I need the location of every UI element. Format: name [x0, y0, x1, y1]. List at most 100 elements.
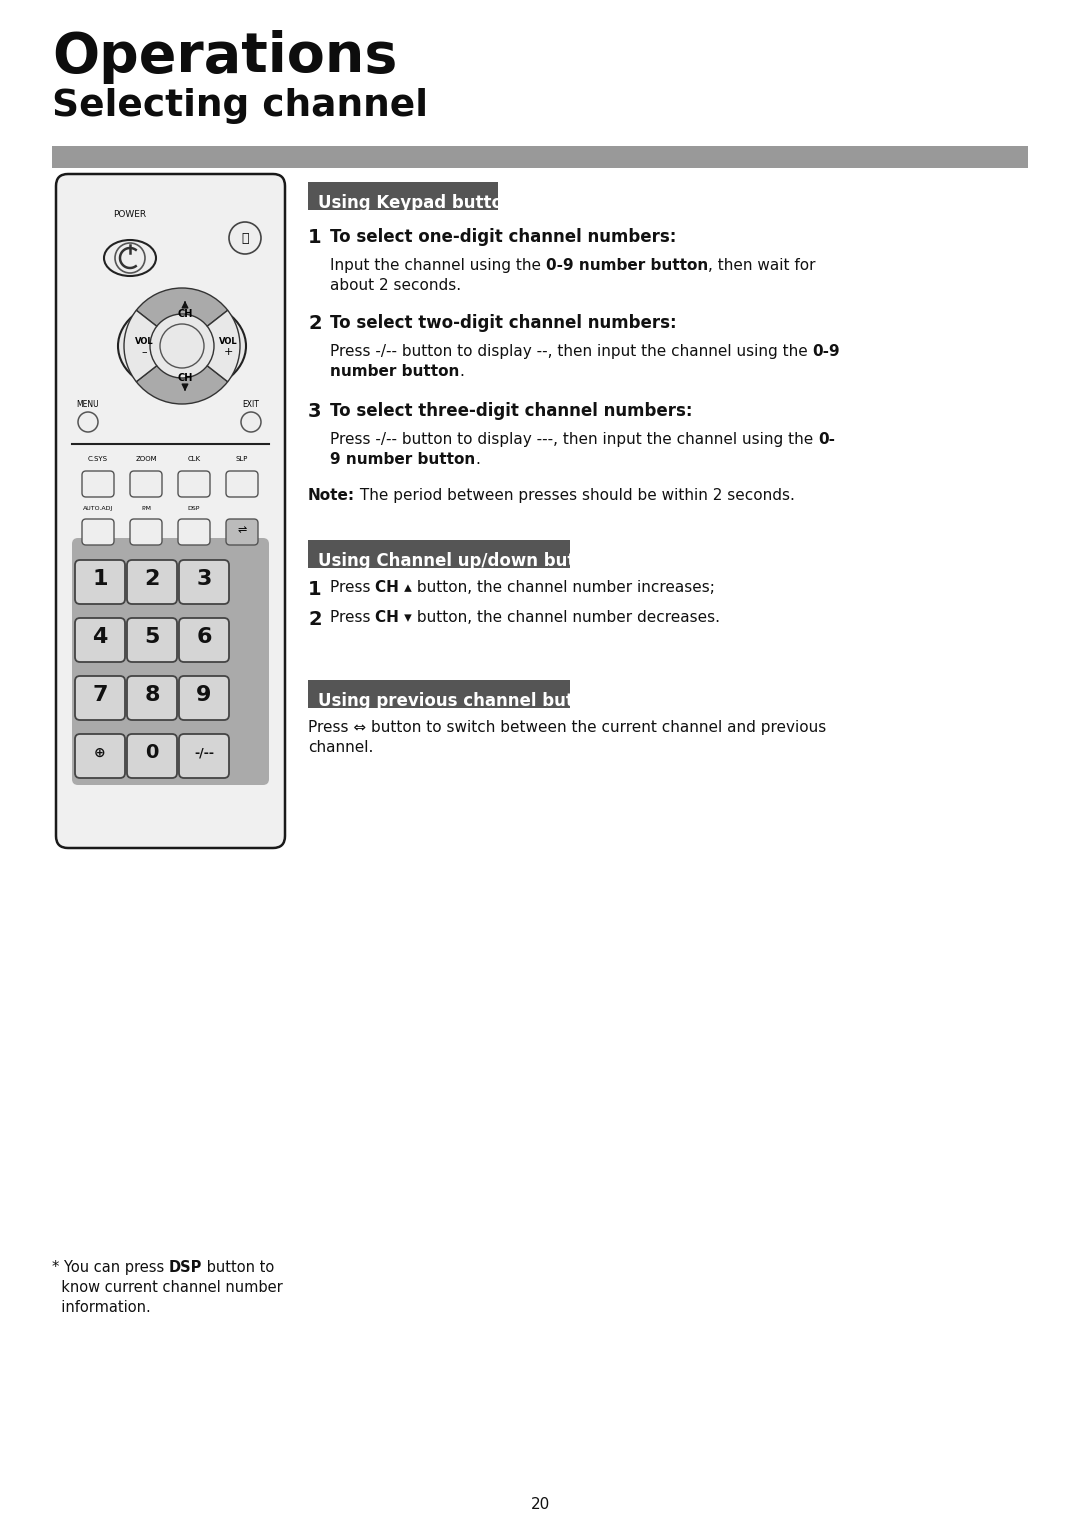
Text: CH: CH	[177, 308, 192, 319]
Wedge shape	[136, 289, 228, 327]
FancyBboxPatch shape	[179, 618, 229, 663]
Text: Press: Press	[330, 580, 376, 596]
Text: 1: 1	[92, 570, 108, 589]
Text: , then wait for: , then wait for	[708, 258, 815, 273]
Text: ZOOM: ZOOM	[135, 457, 157, 463]
FancyBboxPatch shape	[75, 676, 125, 721]
FancyBboxPatch shape	[179, 560, 229, 605]
FancyBboxPatch shape	[127, 734, 177, 777]
Text: 0-9 number button: 0-9 number button	[545, 258, 708, 273]
Text: 6: 6	[197, 628, 212, 647]
Text: 0: 0	[146, 744, 159, 762]
FancyBboxPatch shape	[82, 519, 114, 545]
Text: 1: 1	[308, 228, 322, 247]
Circle shape	[160, 324, 204, 368]
FancyBboxPatch shape	[56, 174, 285, 847]
FancyBboxPatch shape	[75, 560, 125, 605]
Text: information.: information.	[52, 1299, 151, 1315]
Text: channel.: channel.	[308, 741, 374, 754]
Text: Selecting channel: Selecting channel	[52, 89, 428, 124]
Wedge shape	[124, 310, 157, 382]
FancyBboxPatch shape	[179, 734, 229, 777]
FancyBboxPatch shape	[72, 538, 269, 785]
Text: button, the channel number increases;: button, the channel number increases;	[413, 580, 715, 596]
Text: 7: 7	[92, 686, 108, 705]
Text: * You can press: * You can press	[52, 1260, 168, 1275]
Text: POWER: POWER	[113, 211, 147, 218]
Text: CH ▴: CH ▴	[376, 580, 413, 596]
Text: –: –	[141, 347, 147, 357]
Circle shape	[78, 412, 98, 432]
Text: Press: Press	[330, 609, 376, 625]
Text: -/--: -/--	[194, 747, 214, 759]
Text: C.SYS: C.SYS	[87, 457, 108, 463]
Text: button, the channel number decreases.: button, the channel number decreases.	[413, 609, 720, 625]
Text: Operations: Operations	[52, 31, 397, 84]
Wedge shape	[207, 310, 240, 382]
Text: 2: 2	[145, 570, 160, 589]
Text: ⊕: ⊕	[94, 747, 106, 760]
FancyBboxPatch shape	[75, 618, 125, 663]
Text: Input the channel using the: Input the channel using the	[330, 258, 545, 273]
Text: 1: 1	[308, 580, 322, 599]
FancyBboxPatch shape	[308, 541, 570, 568]
FancyBboxPatch shape	[308, 680, 570, 709]
FancyBboxPatch shape	[75, 734, 125, 777]
Text: button to: button to	[202, 1260, 274, 1275]
Text: 🔇: 🔇	[241, 232, 248, 244]
FancyBboxPatch shape	[226, 519, 258, 545]
Text: ⇌: ⇌	[238, 525, 246, 534]
Text: 0-: 0-	[819, 432, 835, 447]
FancyBboxPatch shape	[127, 560, 177, 605]
Text: MENU: MENU	[77, 400, 99, 409]
Text: 0-9: 0-9	[812, 344, 840, 359]
Ellipse shape	[118, 299, 246, 392]
FancyBboxPatch shape	[130, 519, 162, 545]
Text: DSP: DSP	[168, 1260, 202, 1275]
Text: To select one-digit channel numbers:: To select one-digit channel numbers:	[330, 228, 676, 246]
Circle shape	[241, 412, 261, 432]
Text: 2: 2	[308, 315, 322, 333]
FancyBboxPatch shape	[179, 676, 229, 721]
Text: Press -/-- button to display --, then input the channel using the: Press -/-- button to display --, then in…	[330, 344, 812, 359]
Text: number button: number button	[330, 363, 459, 379]
FancyBboxPatch shape	[130, 470, 162, 496]
Text: VOL: VOL	[218, 336, 238, 345]
Text: The period between presses should be within 2 seconds.: The period between presses should be wit…	[355, 489, 795, 502]
Text: CH ▾: CH ▾	[376, 609, 413, 625]
Text: 20: 20	[530, 1496, 550, 1512]
Text: Using Keypad buttons: Using Keypad buttons	[318, 194, 525, 212]
FancyBboxPatch shape	[178, 470, 210, 496]
Text: AUTO.ADJ: AUTO.ADJ	[83, 505, 113, 512]
Text: To select three-digit channel numbers:: To select three-digit channel numbers:	[330, 402, 692, 420]
Text: Press -/-- button to display ---, then input the channel using the: Press -/-- button to display ---, then i…	[330, 432, 819, 447]
Text: CLK: CLK	[188, 457, 201, 463]
FancyBboxPatch shape	[52, 147, 1028, 168]
Wedge shape	[136, 365, 228, 405]
Ellipse shape	[104, 240, 156, 276]
Text: Using Channel up/down buttons: Using Channel up/down buttons	[318, 551, 617, 570]
Text: SLP: SLP	[235, 457, 248, 463]
Text: Note:: Note:	[308, 489, 355, 502]
Text: know current channel number: know current channel number	[52, 1280, 283, 1295]
Text: .: .	[459, 363, 464, 379]
FancyBboxPatch shape	[82, 470, 114, 496]
Circle shape	[114, 243, 145, 273]
Text: DSP: DSP	[188, 505, 200, 512]
Text: 9: 9	[197, 686, 212, 705]
Text: P.M: P.M	[141, 505, 151, 512]
Text: +: +	[224, 347, 232, 357]
Text: VOL: VOL	[135, 336, 153, 345]
Text: To select two-digit channel numbers:: To select two-digit channel numbers:	[330, 315, 677, 331]
Text: 8: 8	[145, 686, 160, 705]
Text: EXIT: EXIT	[243, 400, 259, 409]
Text: 3: 3	[308, 402, 322, 421]
Text: CH: CH	[177, 373, 192, 383]
Text: about 2 seconds.: about 2 seconds.	[330, 278, 461, 293]
FancyBboxPatch shape	[178, 519, 210, 545]
Text: 3: 3	[197, 570, 212, 589]
Text: .: .	[475, 452, 481, 467]
Text: 5: 5	[145, 628, 160, 647]
Text: 2: 2	[308, 609, 322, 629]
Text: Press ⇔ button to switch between the current channel and previous: Press ⇔ button to switch between the cur…	[308, 721, 826, 734]
